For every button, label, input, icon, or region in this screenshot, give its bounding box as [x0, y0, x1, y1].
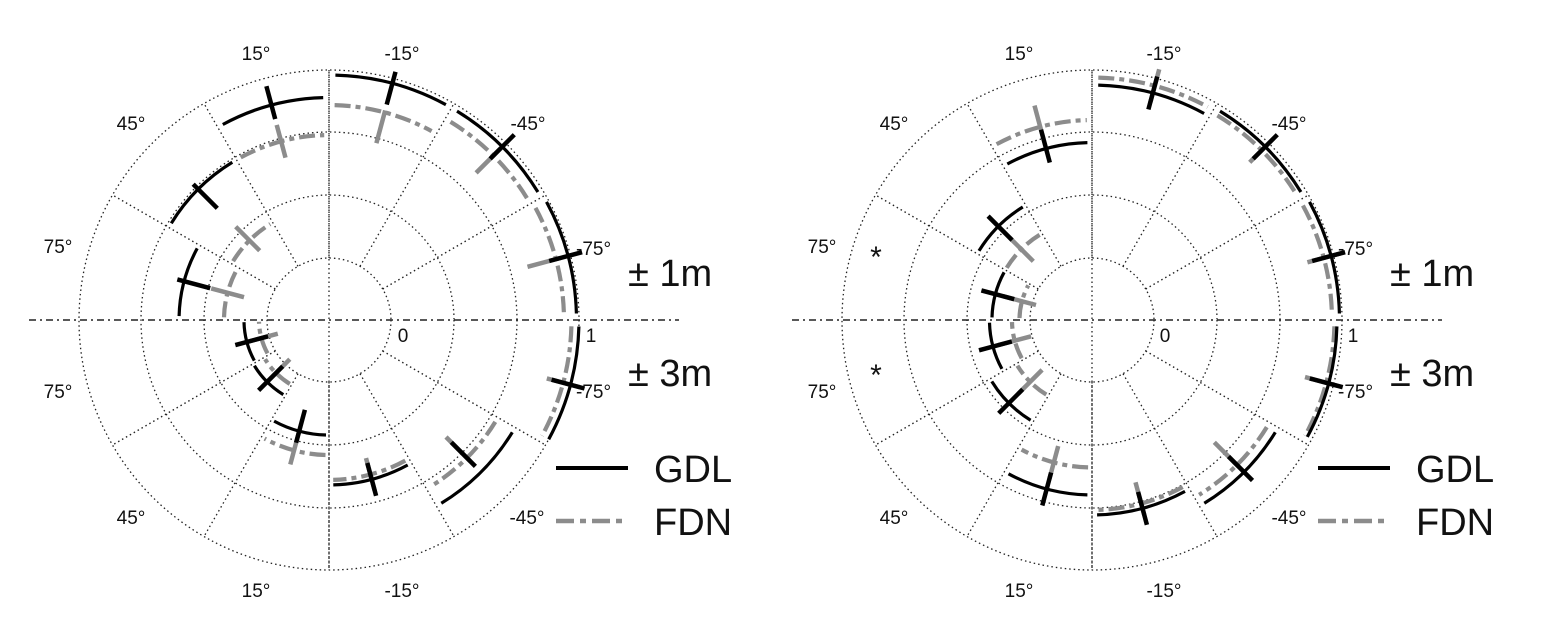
gdl-tick-top-neg45	[488, 133, 516, 161]
left-angle-label-top-45: 45°	[117, 114, 146, 135]
grid-spoke-300	[359, 373, 455, 537]
right-angle-label-bottom-neg75: -75°	[1338, 382, 1373, 403]
gdl-arc-bottom-neg45	[440, 431, 514, 505]
gdl-tick-top-75	[980, 288, 1015, 302]
left-angle-label-bottom-75: 75°	[44, 382, 73, 403]
fdn-arc-bottom-neg75	[540, 326, 574, 437]
fdn-arc-bottom-75	[256, 321, 270, 355]
right-polar-grid	[792, 69, 1442, 571]
gdl-tick-top-neg75	[548, 250, 583, 264]
grid-spoke-30	[382, 194, 546, 290]
left-angle-label-top-neg45: -45°	[510, 114, 545, 135]
left-radius-tick-0: 0	[398, 326, 409, 347]
fdn-arc-top-neg15	[1098, 75, 1209, 109]
gdl-tick-bottom-75	[978, 339, 1013, 353]
fdn-tick-top-neg15	[374, 109, 388, 144]
gdl-tick-bottom-neg75	[551, 377, 586, 391]
gdl-tick-top-neg15	[384, 71, 398, 106]
grid-spoke-210	[112, 350, 276, 446]
right-angle-label-top-45: 45°	[880, 114, 909, 135]
left-angle-label-bottom-45: 45°	[117, 508, 146, 529]
fdn-arc-bottom-45	[1015, 364, 1048, 397]
fdn-tick-top-45	[1007, 235, 1035, 263]
left-angle-label-bottom-neg45: -45°	[509, 508, 544, 529]
left-lower-range-label: ± 3m	[628, 353, 712, 395]
right-radius-tick-1: 1	[1348, 326, 1359, 347]
left-angle-label-top-15: 15°	[242, 44, 271, 65]
grid-spoke-60	[1122, 103, 1218, 267]
gdl-tick-bottom-45	[997, 387, 1025, 415]
gdl-tick-bottom-neg75	[1309, 376, 1344, 390]
right-angle-label-bottom-45: 45°	[880, 508, 909, 529]
left-angle-label-top-neg15: -15°	[384, 44, 419, 65]
gdl-tick-top-neg75	[1311, 250, 1346, 264]
grid-spoke-300	[1122, 373, 1218, 537]
gdl-tick-bottom-15	[293, 409, 308, 444]
right-angle-label-top-15: 15°	[1005, 44, 1034, 65]
right-angle-label-bottom-neg45: -45°	[1271, 508, 1306, 529]
right-legend-fdn-label: FDN	[1416, 502, 1494, 544]
left-angle-label-bottom-neg75: -75°	[576, 382, 611, 403]
gdl-tick-bottom-neg15	[365, 462, 379, 497]
left-upper-range-label: ± 1m	[628, 253, 712, 295]
gdl-tick-top-45	[191, 182, 219, 210]
fdn-arc-top-45	[231, 222, 272, 263]
right-angle-label-top-neg75: -75°	[1338, 239, 1373, 260]
fdn-arc-bottom-neg75	[1303, 326, 1337, 437]
right-angle-label-bottom-75: 75°	[808, 382, 837, 403]
left-radius-tick-1: 1	[586, 326, 597, 347]
gdl-tick-top-15	[264, 85, 278, 120]
left-angle-label-top-75: 75°	[44, 237, 73, 258]
right-angle-label-bottom-15: 15°	[1005, 581, 1034, 602]
grid-spoke-30	[1145, 194, 1309, 290]
gdl-tick-bottom-15	[1040, 472, 1054, 507]
right-significance-mark-top: *	[870, 241, 882, 274]
left-angle-label-top-neg75: -75°	[576, 239, 611, 260]
left-series-layer	[169, 71, 586, 505]
gdl-tick-bottom-45	[257, 364, 285, 392]
gdl-tick-top-neg15	[1146, 76, 1160, 110]
left-angle-label-bottom-neg15: -15°	[384, 581, 419, 602]
grid-spoke-330	[1145, 350, 1309, 446]
right-significance-mark-bottom: *	[870, 359, 882, 392]
right-series-layer	[977, 68, 1346, 526]
left-angle-label-bottom-15: 15°	[242, 581, 271, 602]
right-polar-panel: 15° 45° 75° 75° 45° 15° -15° -45° -75° -…	[792, 44, 1494, 602]
gdl-tick-bottom-75	[234, 334, 269, 348]
right-legend-gdl-label: GDL	[1416, 449, 1494, 491]
fdn-tick-top-15	[274, 124, 288, 159]
gdl-tick-top-neg45	[1251, 133, 1279, 161]
fdn-arc-top-75	[1017, 284, 1031, 319]
right-upper-range-label: ± 1m	[1390, 253, 1474, 295]
left-legend-fdn-label: FDN	[654, 502, 732, 544]
grid-spoke-330	[382, 350, 546, 446]
fdn-tick-top-75	[210, 286, 245, 300]
gdl-tick-bottom-neg45	[449, 440, 477, 468]
fdn-tick-top-45	[234, 225, 262, 253]
grid-spoke-60	[359, 103, 455, 267]
left-polar-panel: 15° 45° 75° 75° 45° 15° -15° -45° -75° -…	[29, 44, 732, 602]
fdn-arc-top-neg15	[334, 103, 433, 133]
right-radius-tick-0: 0	[1160, 326, 1171, 347]
gdl-tick-bottom-neg15	[1135, 491, 1150, 526]
right-angle-label-top-neg15: -15°	[1146, 44, 1181, 65]
gdl-tick-top-45	[986, 214, 1014, 242]
left-polar-grid	[29, 69, 679, 571]
grid-spoke-240	[203, 373, 299, 537]
right-angle-label-top-neg45: -45°	[1271, 114, 1306, 135]
gdl-tick-top-75	[176, 277, 211, 291]
fdn-arc-top-15	[995, 118, 1087, 147]
fdn-arc-bottom-45	[263, 358, 291, 386]
gdl-tick-bottom-neg45	[1226, 454, 1255, 483]
fdn-arc-bottom-neg45	[1198, 426, 1269, 497]
fdn-arc-bottom-75	[1009, 321, 1024, 360]
right-lower-range-label: ± 3m	[1390, 353, 1474, 395]
right-angle-label-top-75: 75°	[808, 237, 837, 258]
right-angle-label-bottom-neg15: -15°	[1146, 581, 1181, 602]
left-legend-gdl-label: GDL	[654, 449, 732, 491]
gdl-tick-top-15	[1038, 129, 1052, 164]
